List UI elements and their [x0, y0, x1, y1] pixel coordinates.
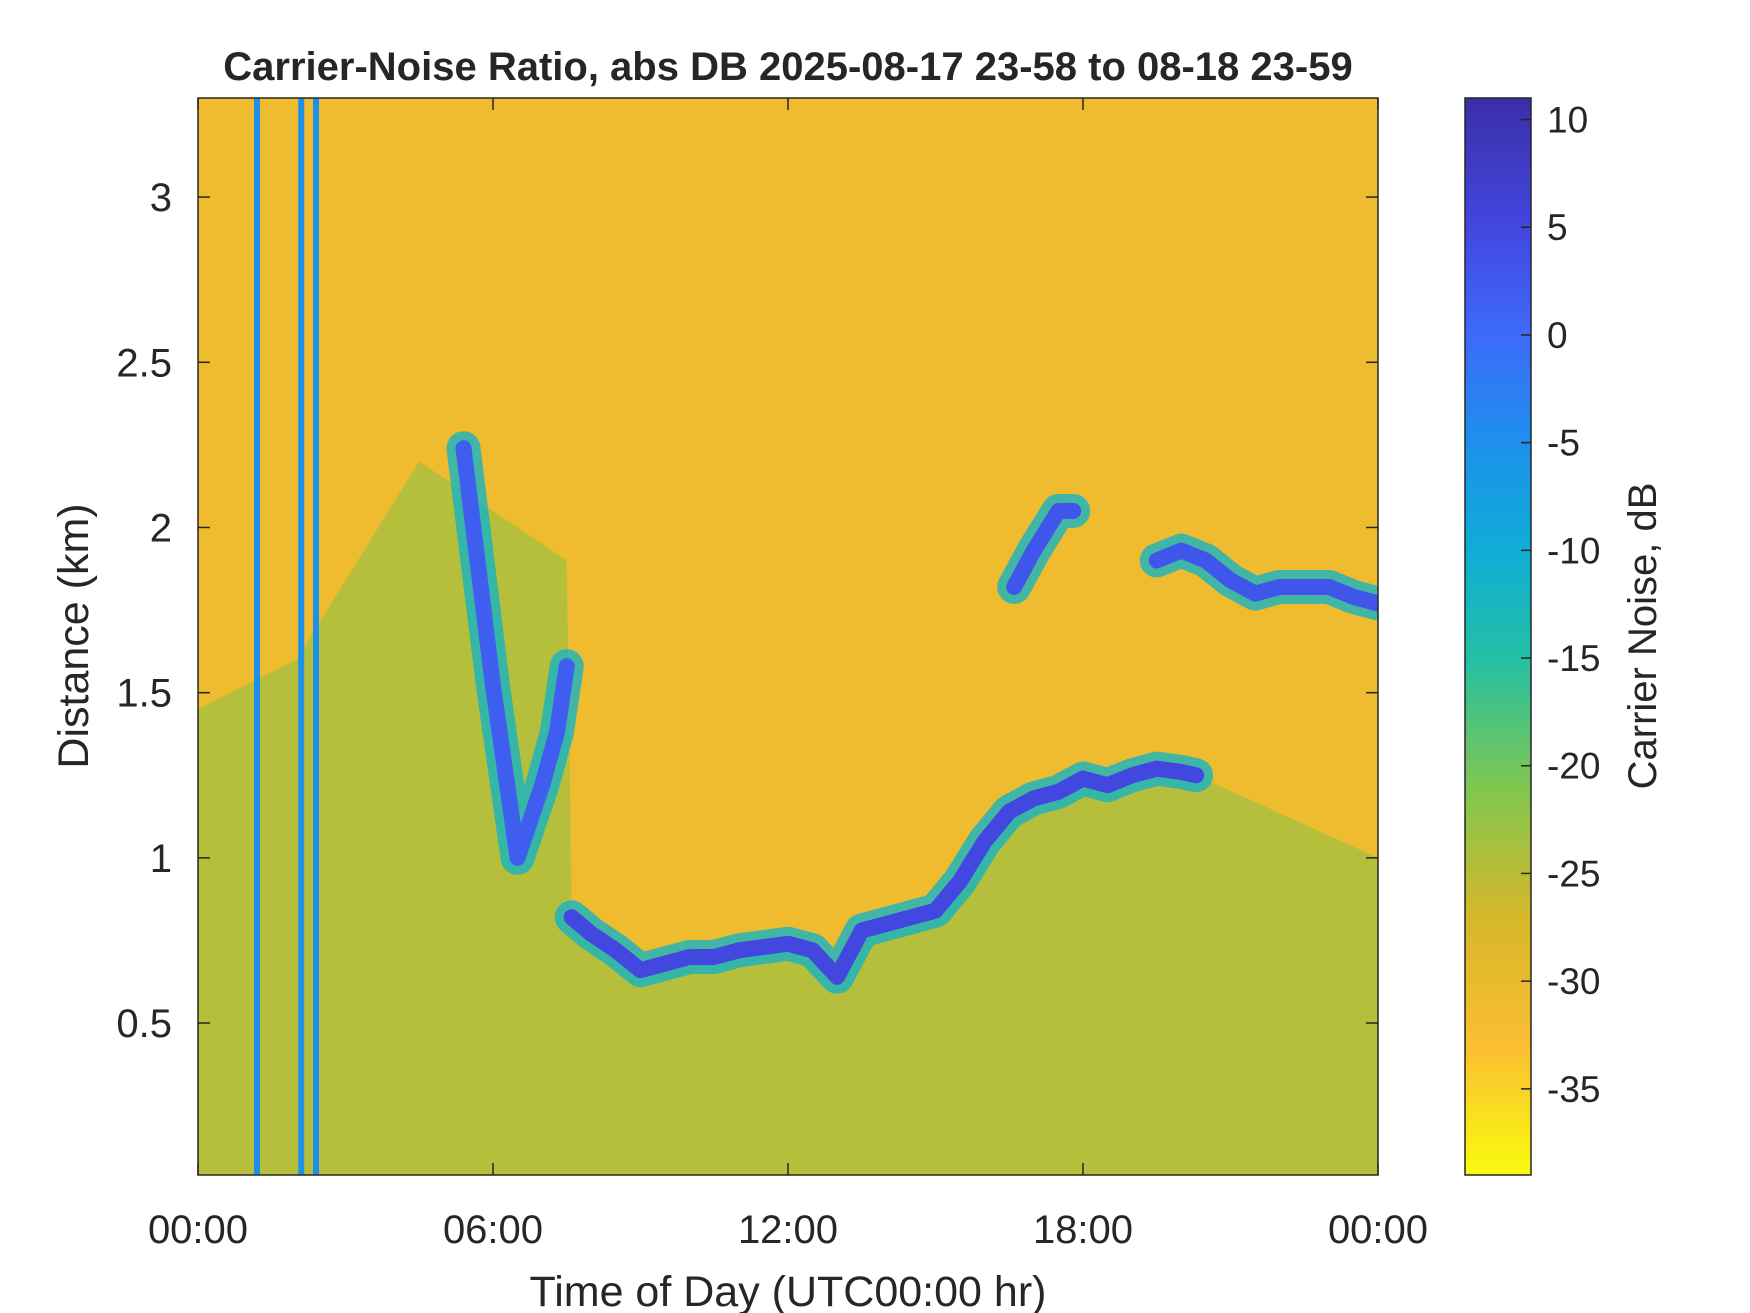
y-tick-label: 2.5: [116, 341, 172, 385]
x-tick-label: 06:00: [443, 1208, 543, 1252]
colorbar-label: Carrier Noise, dB: [1621, 483, 1665, 790]
heatmap-feature: [1148, 542, 1378, 612]
colorbar-ticks: 10 5 0 -5 -10 -15 -20 -25 -30 -35: [1521, 100, 1600, 1110]
y-axis-label: Distance (km): [50, 503, 98, 768]
x-axis: 00:00 06:00 12:00 18:00 00:00: [148, 98, 1428, 1252]
colorbar-tick-label: -15: [1547, 638, 1600, 679]
colorbar-tick-label: -10: [1547, 530, 1600, 571]
heatmap-field: [198, 98, 1378, 1175]
y-axis: 0.5 1 1.5 2 2.5 3: [116, 176, 1378, 1046]
heatmap-feature: [1006, 502, 1082, 595]
heatmap-feature: [563, 760, 1205, 985]
y-tick-label: 3: [150, 176, 172, 220]
x-axis-label: Time of Day (UTC00:00 hr): [530, 1268, 1047, 1313]
colorbar-tick-label: 0: [1547, 315, 1568, 356]
colorbar-tick-label: -20: [1547, 746, 1600, 787]
chart-title: Carrier-Noise Ratio, abs DB 2025-08-17 2…: [223, 45, 1352, 89]
colorbar-tick-label: 5: [1547, 207, 1568, 248]
x-tick-label: 00:00: [148, 1208, 248, 1252]
y-tick-label: 1: [150, 837, 172, 881]
colorbar-tick-label: -35: [1547, 1069, 1600, 1110]
colorbar-tick-label: -30: [1547, 961, 1600, 1002]
colorbar-tick-label: -25: [1547, 853, 1600, 894]
y-tick-label: 0.5: [116, 1002, 172, 1046]
y-tick-label: 2: [150, 506, 172, 550]
x-tick-label: 00:00: [1328, 1208, 1428, 1252]
colorbar: [1464, 97, 1532, 1176]
colorbar-tick-label: -5: [1547, 423, 1580, 464]
heatmap-feature: [455, 440, 575, 866]
colorbar-tick-label: 10: [1547, 100, 1588, 141]
y-tick-label: 1.5: [116, 672, 172, 716]
x-tick-label: 18:00: [1033, 1208, 1133, 1252]
x-tick-label: 12:00: [738, 1208, 838, 1252]
